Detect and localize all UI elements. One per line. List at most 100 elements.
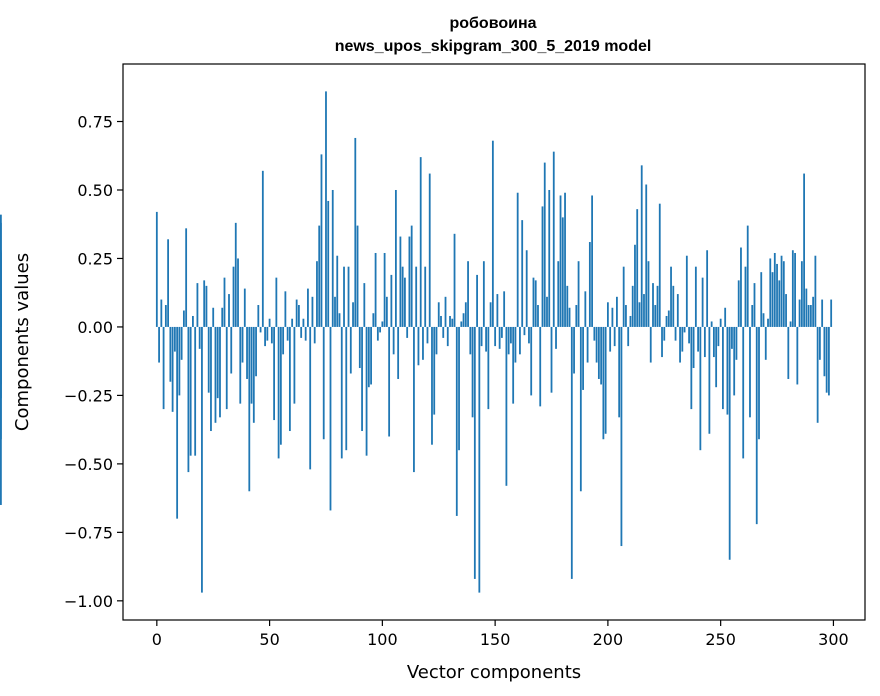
- bar-174: [548, 189, 551, 327]
- bar-37: [239, 326, 242, 404]
- bar-204: [616, 296, 618, 327]
- bar-102: [385, 296, 388, 327]
- bar-299: [830, 299, 833, 327]
- bar-269: [762, 313, 765, 327]
- y-tick-label: −0.25: [64, 386, 113, 405]
- bar-111: [406, 326, 409, 338]
- bar-179: [559, 195, 562, 327]
- bar-72: [318, 225, 321, 327]
- bar-16: [192, 315, 194, 327]
- bar-177: [555, 326, 557, 349]
- bar-104: [390, 274, 393, 327]
- y-tick-label: 0.00: [77, 318, 113, 337]
- bar-184: [570, 326, 573, 579]
- bar-75: [325, 91, 327, 327]
- bar-286: [800, 261, 803, 327]
- bar-7: [171, 326, 174, 412]
- x-tick-label: 50: [259, 630, 279, 649]
- bar-59: [288, 326, 291, 432]
- bar-185: [573, 326, 575, 374]
- bar-241: [699, 326, 702, 451]
- bar-285: [798, 299, 801, 327]
- bar-153: [500, 326, 503, 338]
- bar-146: [485, 326, 487, 352]
- bar-series: [0, 91, 833, 593]
- bar-207: [622, 266, 625, 327]
- bar-154: [503, 291, 506, 327]
- bar-134: [458, 326, 460, 451]
- bar-24: [210, 326, 212, 432]
- bar-171: [541, 206, 544, 327]
- bar-266: [755, 326, 758, 525]
- bar-274: [773, 252, 776, 327]
- bar-291: [812, 296, 815, 327]
- bar-176: [552, 151, 555, 327]
- bar-296: [823, 326, 826, 377]
- bar-246: [710, 321, 713, 327]
- bar-84: [345, 326, 348, 451]
- bar-155: [505, 326, 508, 486]
- bar-239: [694, 266, 697, 327]
- bar-203: [613, 326, 616, 347]
- bar-50: [268, 318, 271, 327]
- y-tick-label: −1.00: [64, 592, 113, 611]
- plot-frame: [122, 63, 866, 621]
- bar-212: [634, 244, 636, 327]
- bar-93: [365, 326, 368, 456]
- bar-201: [609, 326, 612, 352]
- bar-187: [577, 261, 580, 327]
- bar-272: [769, 258, 772, 327]
- bar-58: [286, 326, 289, 341]
- bar-196: [597, 326, 600, 379]
- bar-130: [449, 315, 451, 327]
- y-axis-label: Components values: [12, 253, 33, 431]
- bar-211: [631, 285, 634, 327]
- bar-142: [476, 274, 478, 327]
- bar-27: [216, 326, 219, 399]
- bar-186: [575, 305, 578, 327]
- bar-280: [787, 326, 790, 379]
- bar-60: [291, 318, 294, 327]
- bar-77: [329, 326, 332, 511]
- bar-65: [302, 318, 305, 327]
- bar-48: [264, 326, 266, 347]
- bar-66: [304, 326, 307, 341]
- bar-191: [586, 326, 589, 363]
- bar-180: [561, 217, 564, 327]
- bar-119: [424, 266, 427, 327]
- bar-145: [482, 261, 485, 327]
- bar-267: [758, 326, 760, 440]
- bar-12: [182, 310, 185, 327]
- bar-113: [410, 225, 413, 327]
- bar-2: [160, 299, 163, 327]
- bar-157: [510, 326, 512, 344]
- bar-47: [261, 170, 264, 327]
- bar-193: [591, 195, 593, 327]
- bar-208: [625, 305, 627, 327]
- y-axis-ticks: −1.00 −0.75 −0.50 −0.25 0.00 0.25 0.50 0.75: [64, 113, 123, 611]
- bar-172: [543, 162, 546, 327]
- y-tick-label: 0.50: [77, 181, 113, 200]
- bar-189: [582, 326, 584, 390]
- bar-245: [708, 326, 711, 434]
- bar-64: [300, 326, 303, 338]
- y-tick-label: −0.75: [64, 523, 113, 542]
- chart-subtitle: news_upos_skipgram_300_5_2019 model: [335, 38, 652, 55]
- bar-219: [649, 326, 652, 363]
- bar-273: [771, 272, 774, 327]
- bar-221: [654, 305, 657, 327]
- chart-title: робовоина: [450, 15, 537, 32]
- bar-73: [320, 154, 323, 327]
- bar-11: [180, 326, 183, 360]
- bar-136: [462, 313, 465, 327]
- bar-253: [726, 326, 729, 415]
- x-tick-label: 300: [818, 630, 849, 649]
- bar-79: [334, 296, 336, 327]
- bar-270: [764, 326, 767, 360]
- bar-230: [674, 326, 677, 341]
- bar-248: [715, 326, 718, 388]
- bar-126: [440, 315, 442, 327]
- bar-235: [685, 255, 688, 327]
- bar-217: [645, 184, 648, 327]
- bar-222: [656, 285, 659, 327]
